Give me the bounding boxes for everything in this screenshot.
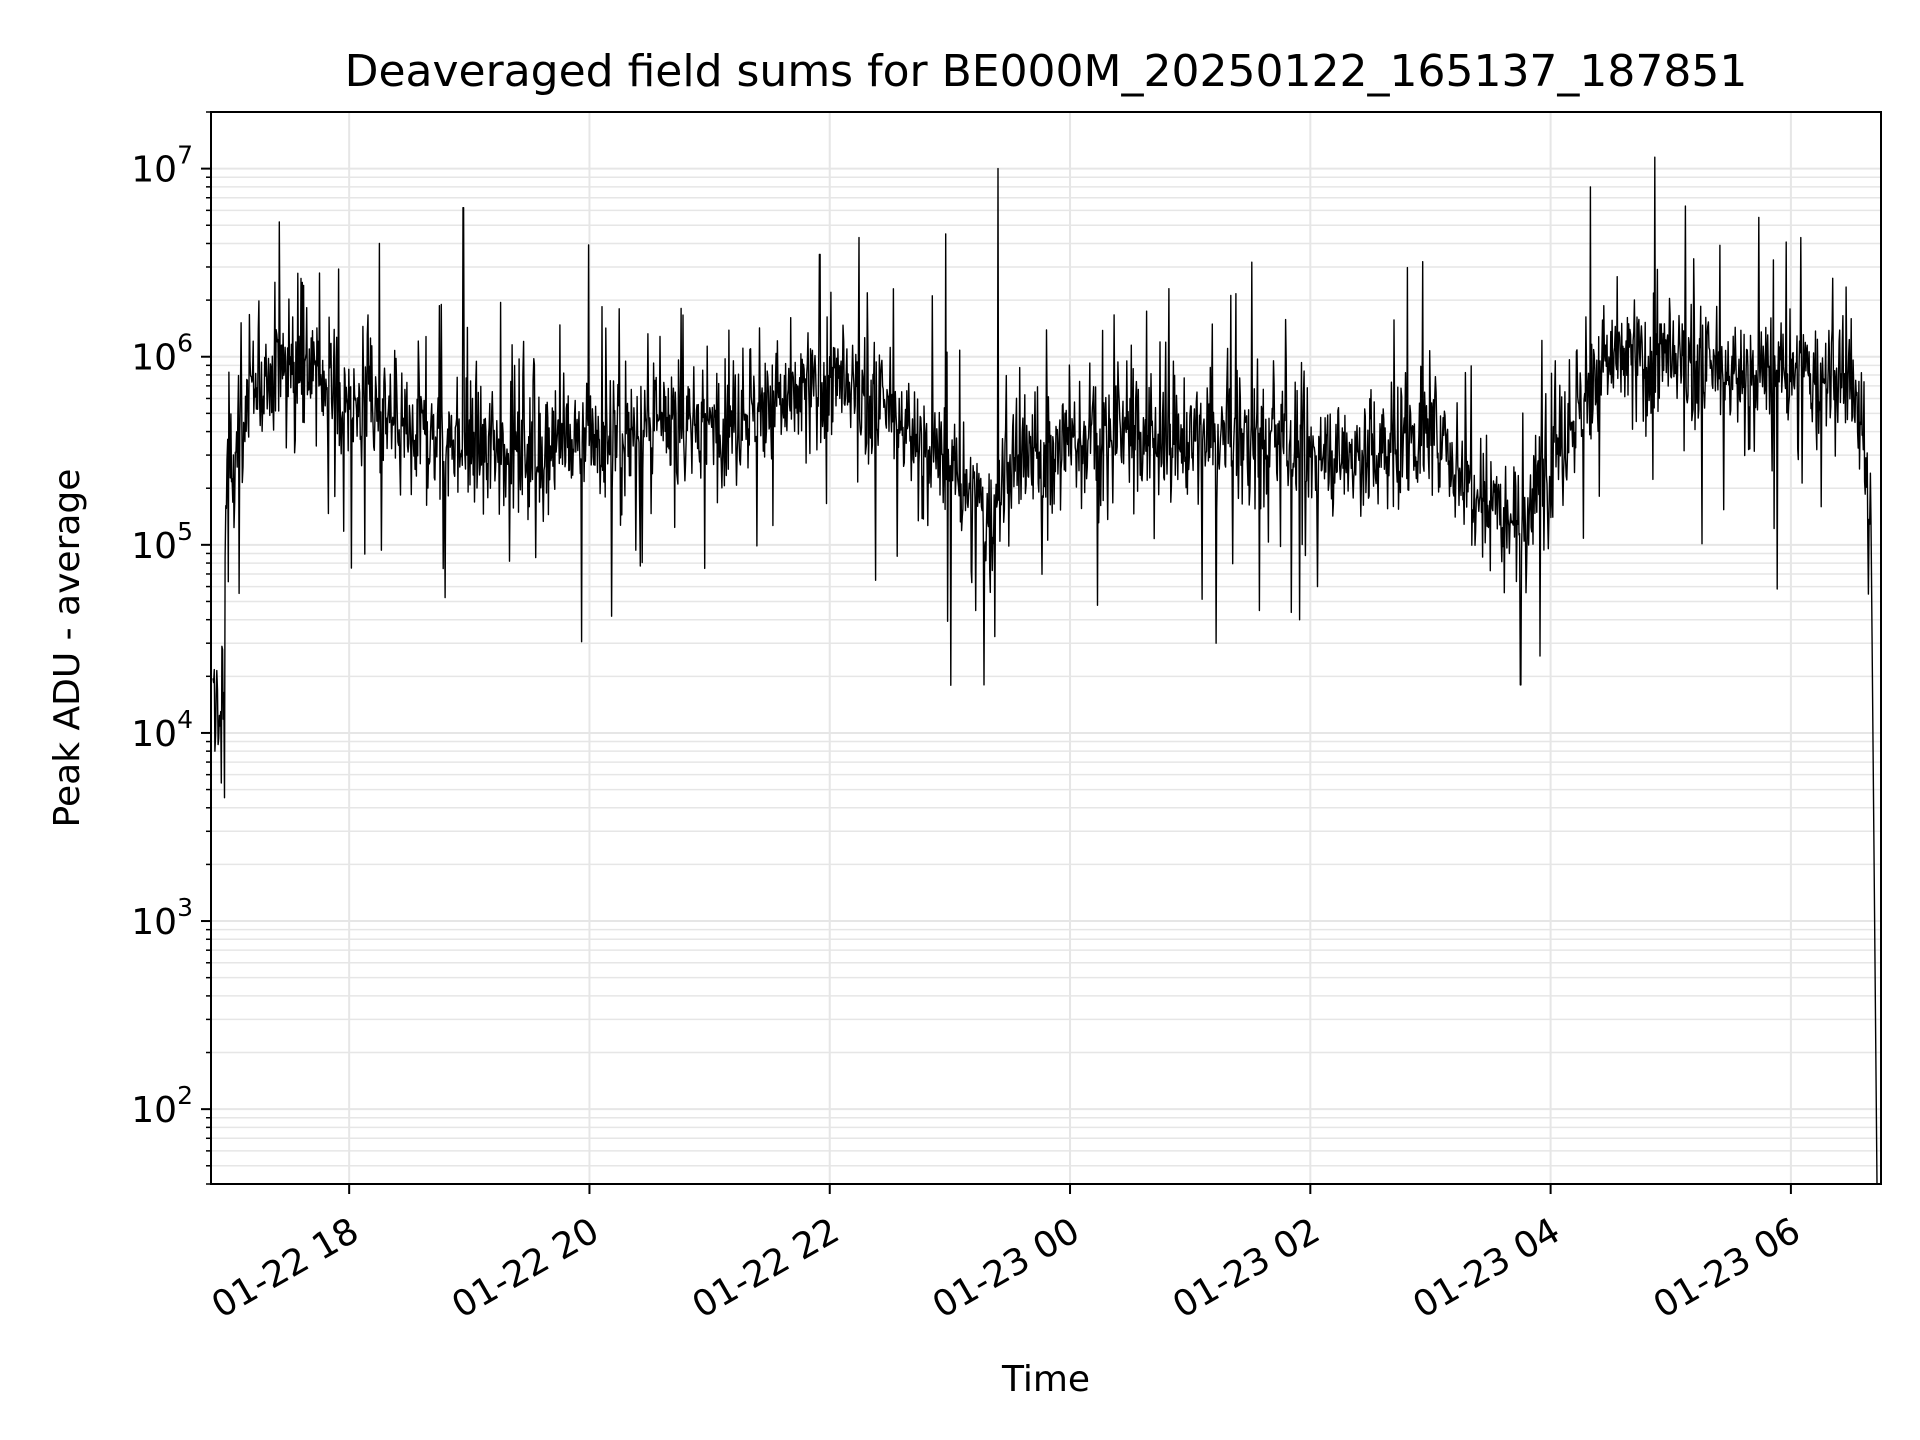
series-line-group [212,156,1878,1185]
series-line [212,156,1878,1185]
y-ticks: 102 103 104 105 106 107 [131,111,211,1185]
chart-title: Deaveraged field sums for BE000M_2025012… [345,46,1748,97]
y-axis-label: Peak ADU - average [47,469,88,828]
y-tick-label: 102 [131,1081,193,1131]
plot-frame [210,111,1882,1185]
y-tick-label: 106 [131,329,193,379]
y-tick-label: 103 [131,893,193,943]
grid [211,111,1881,1185]
y-tick-label: 104 [131,705,193,755]
x-axis-label: Time [1001,1359,1090,1400]
y-tick-label: 105 [131,517,193,567]
y-tick-label: 107 [131,141,193,191]
